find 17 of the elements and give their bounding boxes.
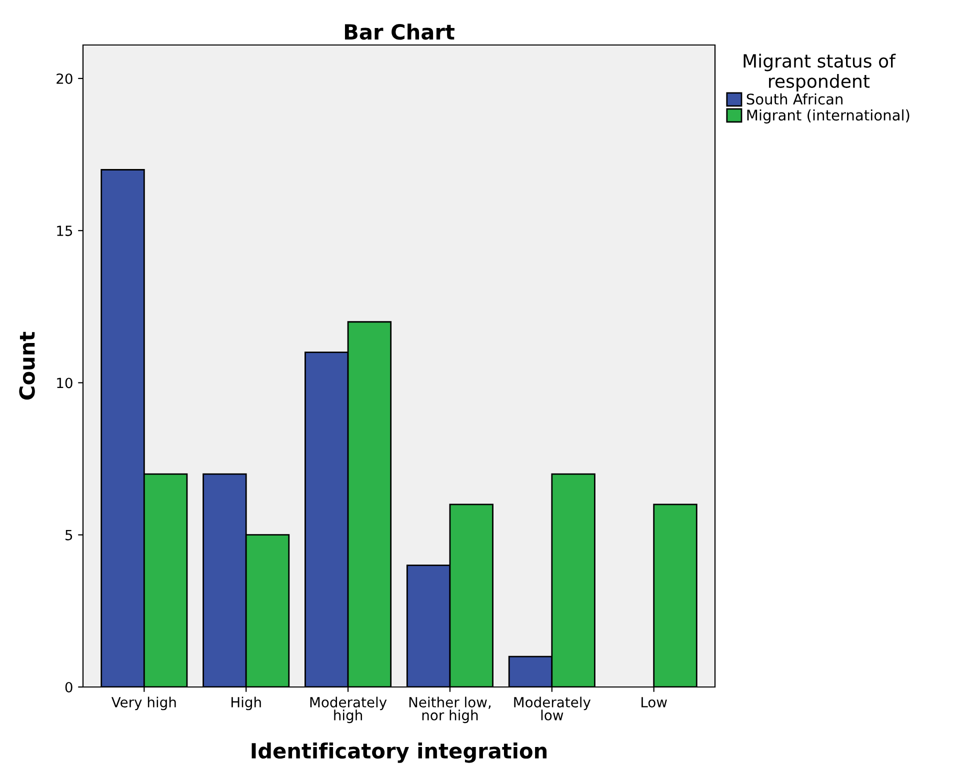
x-tick-label: High: [232, 696, 261, 710]
x-tick-label: Very high: [111, 696, 176, 710]
y-tick-label: 5: [66, 530, 72, 540]
y-tick-label: 10: [57, 378, 72, 388]
y-tick-label: 0: [65, 682, 72, 692]
y-tick-label: 20: [56, 73, 72, 84]
legend-title: Migrant status of respondent: [744, 54, 896, 92]
y-axis-title: Count: [19, 332, 35, 400]
x-tick-label: Moderately low: [514, 696, 591, 720]
x-tick-label: Low: [642, 697, 667, 708]
y-tick-label: 15: [57, 226, 72, 236]
chart-title: Bar Chart: [344, 24, 454, 40]
x-axis-title: Identificatory integration: [252, 742, 547, 763]
x-tick-label: Moderately high: [310, 696, 387, 724]
legend-label: Migrant (international): [747, 109, 910, 124]
legend-label: South African: [746, 93, 842, 105]
x-tick-label: Neither low, nor high: [409, 696, 491, 724]
